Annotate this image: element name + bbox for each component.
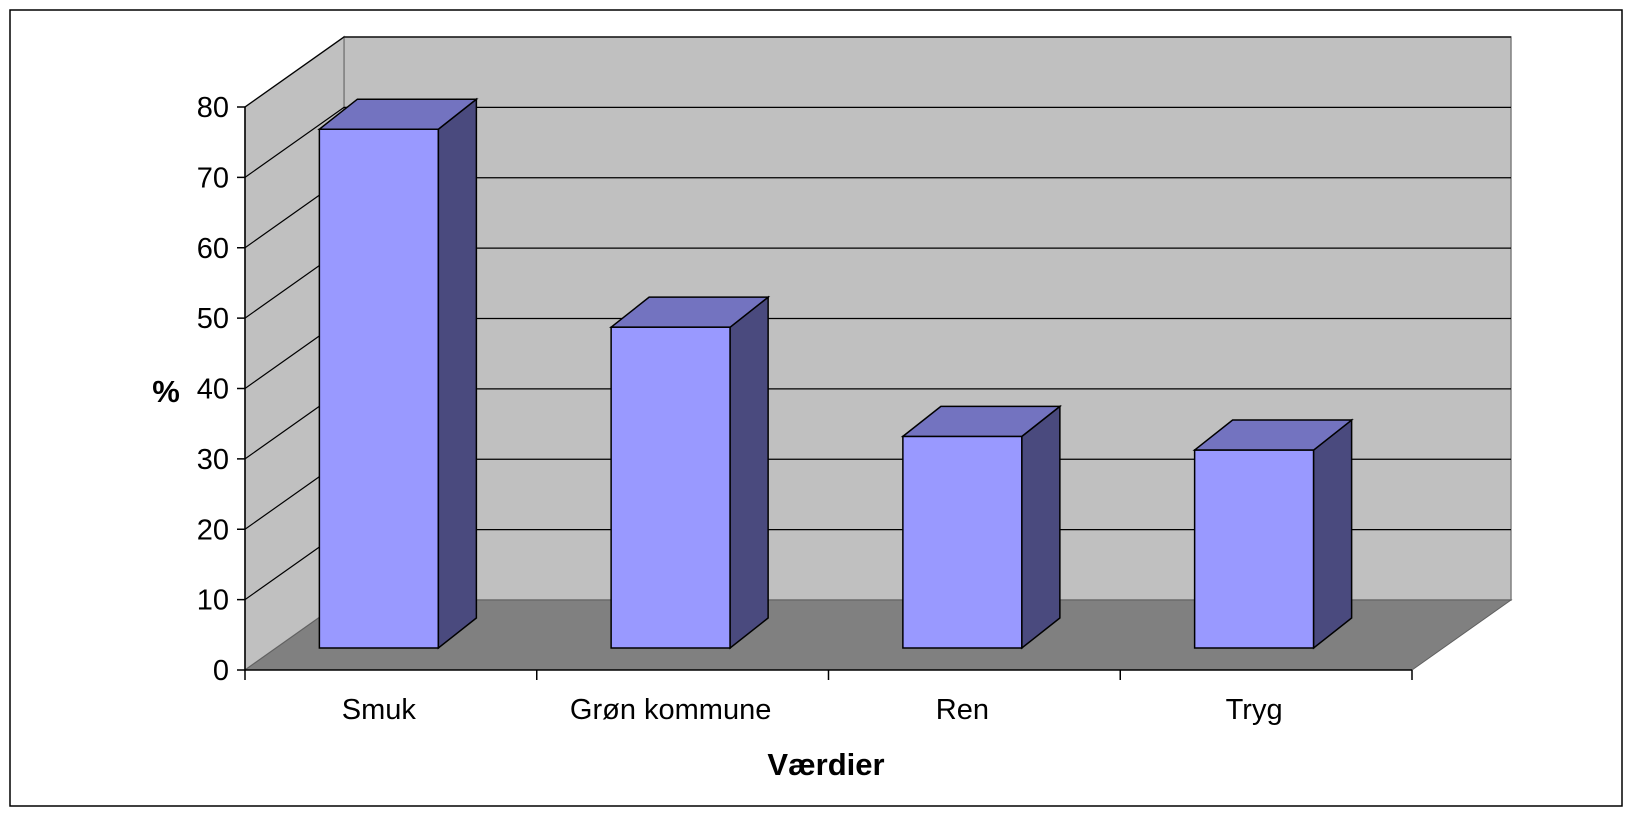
y-tick-label: 30: [197, 444, 229, 476]
bar-top: [1192, 419, 1354, 451]
bar-side: [437, 97, 478, 650]
y-tick-label: 20: [197, 514, 229, 546]
bar-front: [610, 326, 731, 649]
bar-top: [317, 98, 479, 130]
y-axis-title: %: [152, 374, 180, 409]
y-tick-label: 70: [197, 162, 229, 194]
y-tick-label: 80: [197, 92, 229, 124]
bar-top: [900, 405, 1063, 438]
bar-ren: [900, 404, 1063, 650]
bar-top: [608, 296, 771, 328]
bar-side: [1312, 418, 1353, 650]
bar-tryg: [1192, 418, 1354, 650]
bar-front: [902, 435, 1023, 649]
y-tick-label: 10: [197, 585, 229, 617]
x-axis-title: Værdier: [767, 747, 884, 782]
bar-side: [729, 295, 769, 650]
bar-grøn-kommune: [608, 295, 771, 650]
x-tick-label: Tryg: [1226, 694, 1283, 726]
gridline-80: [244, 36, 1511, 108]
bar-front: [1193, 449, 1315, 649]
x-tick-label: Ren: [936, 694, 989, 726]
y-tick-label: 60: [197, 233, 229, 265]
y-tick-label: 50: [197, 303, 229, 335]
y-tick-label: 0: [213, 655, 229, 687]
x-tick-label: Smuk: [342, 694, 417, 726]
axes: [237, 106, 1413, 680]
tick-labels: 0 10 20 30 40 50 60 70 80 Smuk Grøn kommune Ren Tryg: [197, 92, 1283, 726]
y-tick-label: 40: [197, 374, 229, 406]
x-tick-label: Grøn kommune: [570, 694, 771, 726]
bar-front: [318, 128, 440, 649]
bar-side: [1021, 404, 1061, 650]
gridline-70: [244, 106, 1511, 178]
bar-smuk: [317, 97, 479, 650]
bars: [317, 97, 1354, 650]
